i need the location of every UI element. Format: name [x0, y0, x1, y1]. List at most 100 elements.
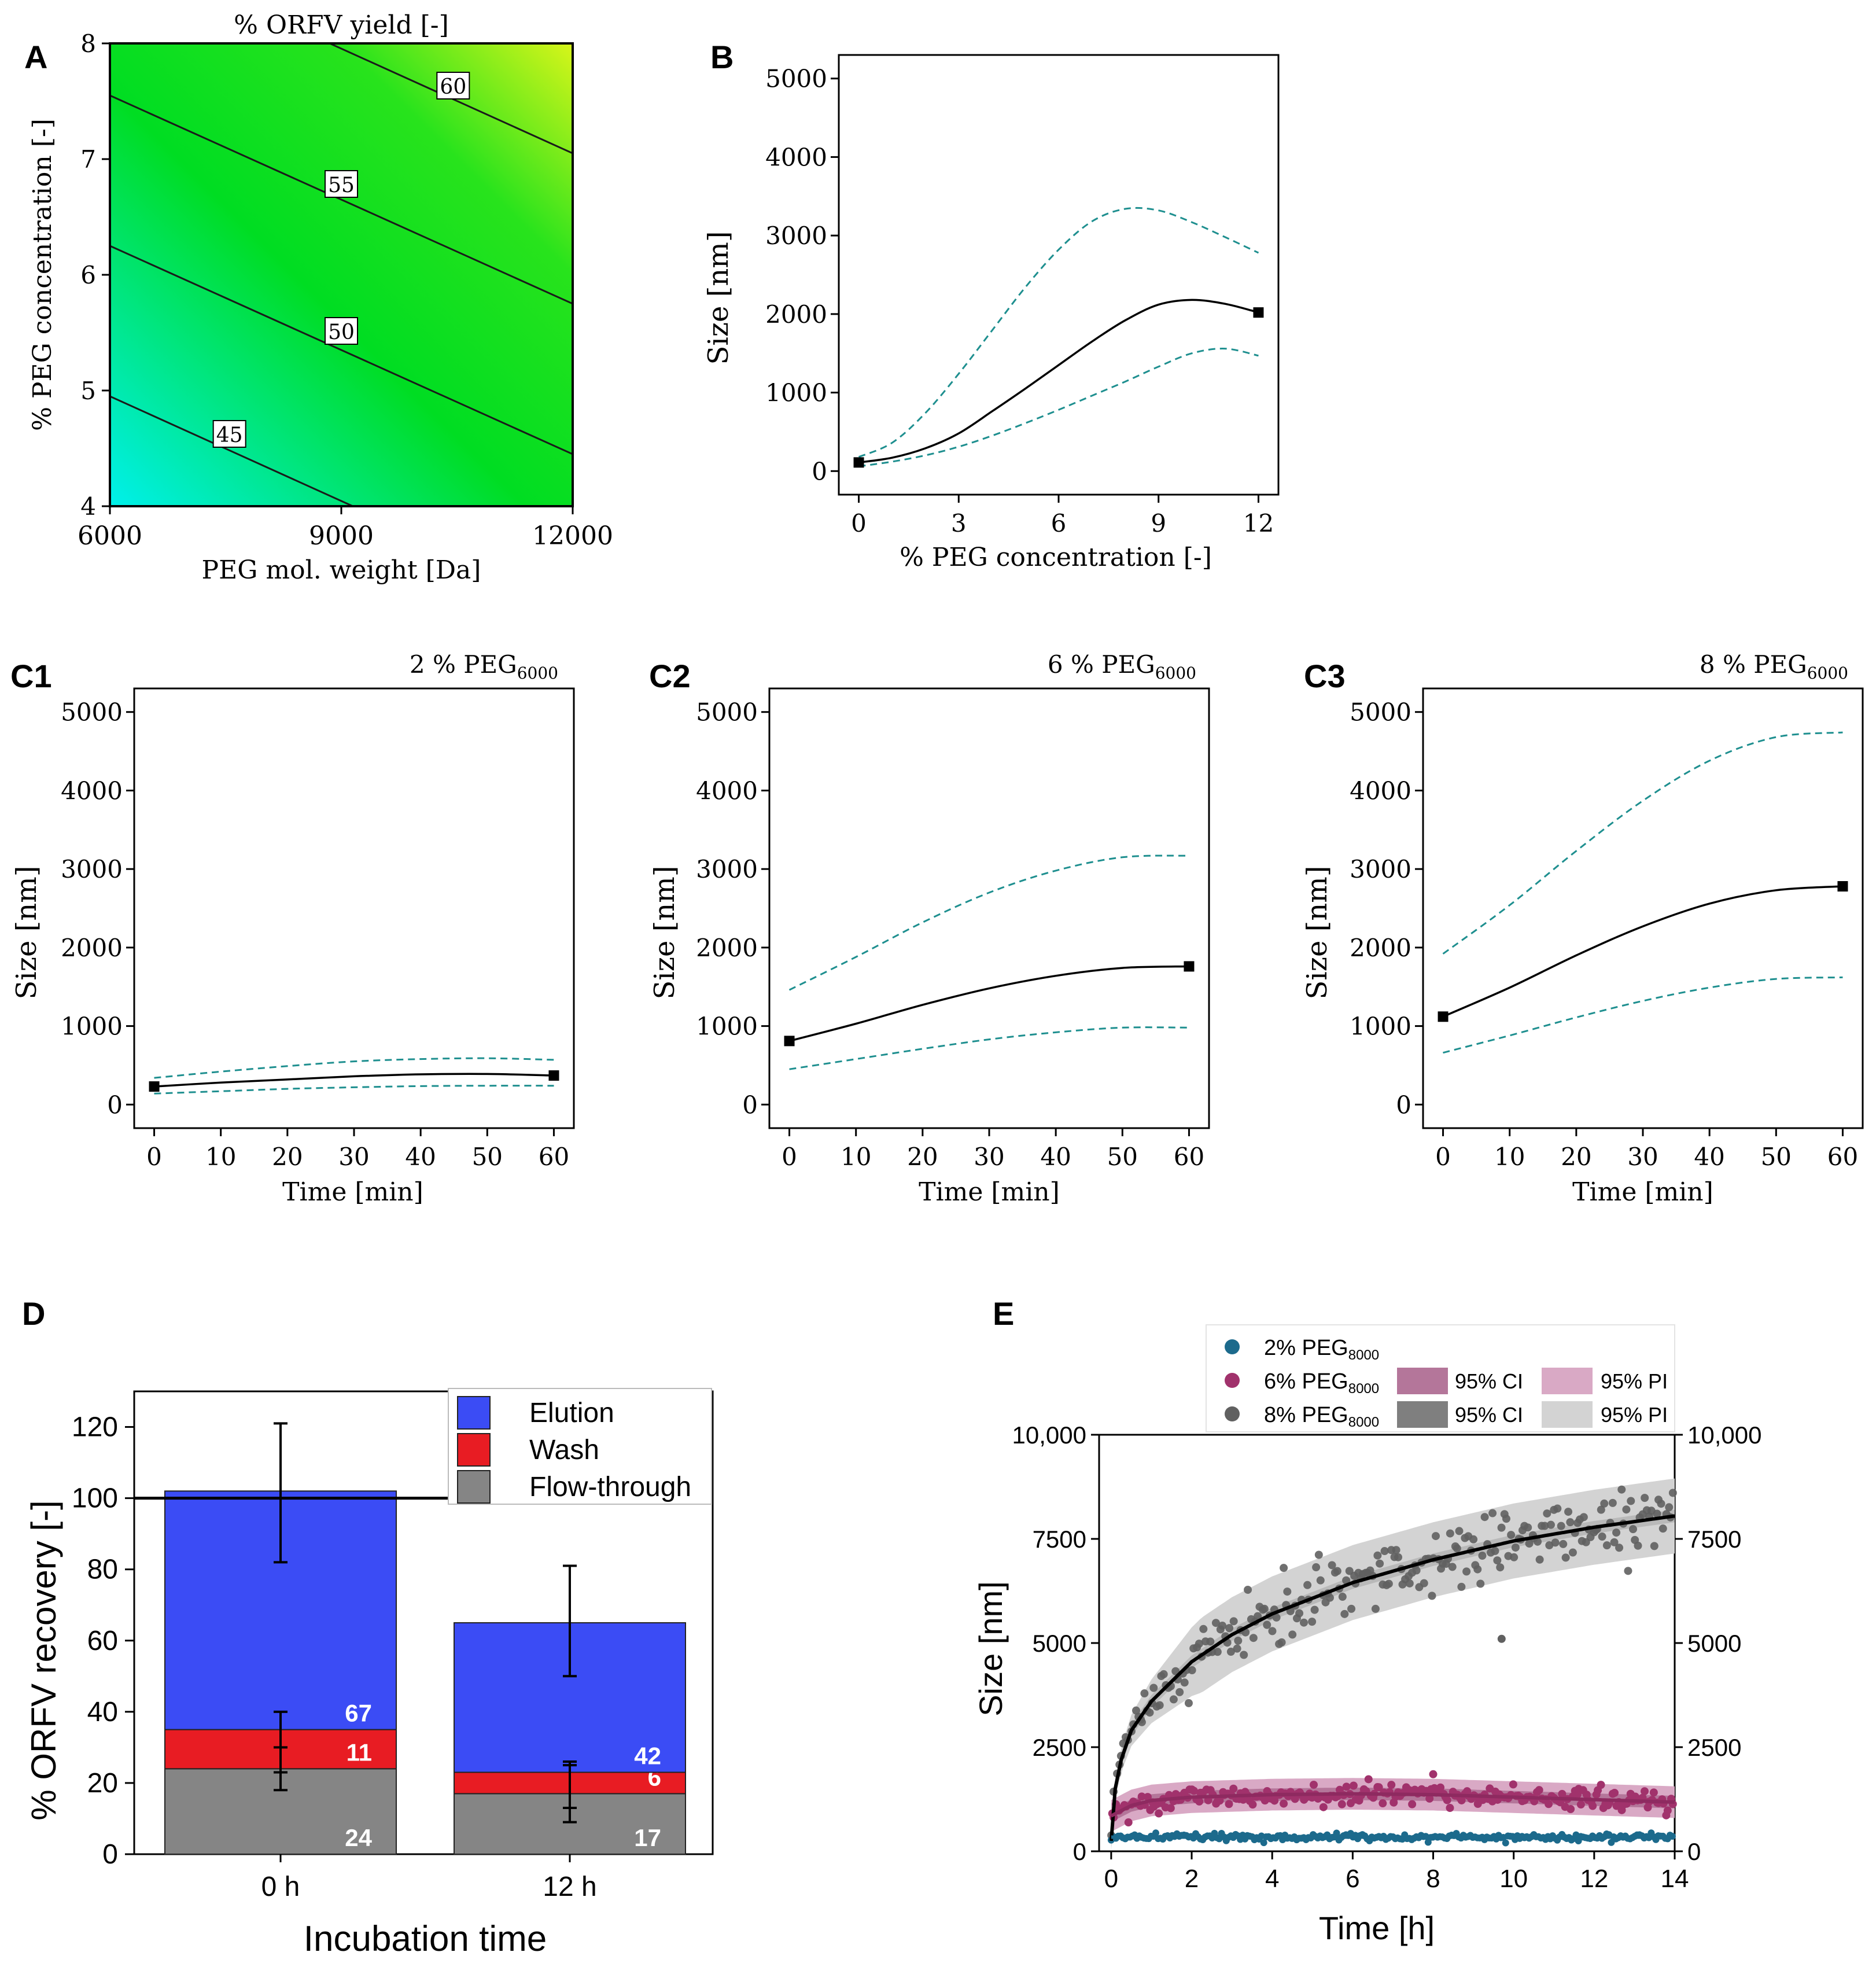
panel-e-6pct-point	[1137, 1792, 1146, 1801]
panel-e-6pct-point	[1349, 1781, 1358, 1790]
panel-label-d: D	[22, 1295, 45, 1332]
panel-b-plot-area: 0 1000 2000 3000 4000 5000 0 3 6 9 12	[765, 54, 1280, 537]
panel-c1-x-tick-label: 20	[272, 1143, 303, 1171]
panel-e-8pct-point	[1188, 1666, 1196, 1674]
panel-c2-x-tick-label: 40	[1040, 1143, 1071, 1171]
panel-e-8pct-point	[1480, 1513, 1489, 1522]
panel-e-8pct-point	[1394, 1553, 1403, 1561]
panel-c1-x-axis-label: Time [min]	[282, 1177, 423, 1207]
panel-d-legend-swatch-wash	[457, 1433, 491, 1467]
panel-label-c1: C1	[10, 658, 52, 694]
panel-e-x-tick-label: 2	[1185, 1865, 1199, 1893]
panel-e-8pct-point	[1295, 1609, 1304, 1618]
panel-d-y-tick-label: 0	[102, 1839, 118, 1870]
panel-c1-y-tick-label: 0	[107, 1091, 123, 1119]
panel-e-x-axis-label: Time [h]	[1319, 1910, 1435, 1946]
panel-a-contour-line-45	[109, 395, 353, 507]
panel-b-y-tick-label: 4000	[765, 143, 827, 171]
panel-e-6pct-point	[1588, 1802, 1597, 1810]
panel-e-8pct-point	[1525, 1539, 1534, 1548]
panel-e-2pct-point	[1333, 1829, 1340, 1837]
panel-e-legend-marker-2	[1225, 1406, 1240, 1421]
panel-e-8pct-point	[1333, 1567, 1341, 1575]
panel-c1-y-axis-label: Size [nm]	[10, 865, 43, 999]
panel-e-6pct-point	[1189, 1786, 1198, 1795]
panel-e-8pct-point	[1155, 1701, 1164, 1710]
panel-e-8pct-point	[1312, 1563, 1321, 1572]
panel-e-6pct-point	[1225, 1800, 1233, 1808]
panel-d-bar-value-label: 42	[634, 1742, 661, 1769]
panel-c3-plot-area: 0 1000 2000 3000 4000 5000 0 10 20 30 40 50 60	[1350, 687, 1864, 1171]
panel-c3-y-axis-label: Size [nm]	[1301, 865, 1333, 999]
panel-e-8pct-point	[1371, 1604, 1380, 1613]
panel-c1-data-marker-0	[149, 1081, 160, 1092]
panel-c2-x-tick-label: 60	[1174, 1143, 1204, 1171]
panel-c2-upper-bound-line	[788, 854, 1189, 991]
panel-c2-x-tick-label: 10	[841, 1143, 871, 1171]
panel-c1-y-tick-label: 5000	[61, 698, 123, 727]
panel-e-legend-ci-label-1: 95% CI	[1455, 1369, 1523, 1393]
panel-e-8pct-point	[1195, 1640, 1203, 1648]
panel-a-contour-label-box-45	[212, 420, 246, 448]
panel-e-8pct-point	[1263, 1620, 1271, 1629]
panel-e-outlier-point	[1497, 1634, 1506, 1643]
panel-e-8pct-point	[1478, 1552, 1487, 1560]
panel-a-y-tick-label: 8	[80, 30, 96, 58]
panel-c2-lower-bound-line	[789, 1026, 1189, 1070]
panel-e-8pct-point	[1325, 1593, 1334, 1602]
panel-e-8pct-point	[1641, 1494, 1649, 1502]
panel-d-y-tick-label: 60	[87, 1626, 118, 1656]
panel-e-6pct-point	[1310, 1780, 1318, 1789]
panel-a-y-tick-label: 4	[80, 492, 96, 521]
panel-b-x-tick-label: 12	[1243, 509, 1274, 537]
panel-e-6pct-point	[1215, 1796, 1224, 1805]
panel-e-8pct-point	[1310, 1605, 1319, 1614]
panel-c3-x-tick-label: 20	[1561, 1143, 1591, 1171]
panel-e-8pct-point	[1462, 1567, 1471, 1576]
panel-e-8pct-point	[1149, 1684, 1158, 1692]
panel-d-x-axis-label: Incubation time	[304, 1919, 547, 1959]
panel-b-y-tick-label: 0	[812, 457, 827, 485]
panel-a-y-axis-label: % PEG concentration [-]	[28, 119, 57, 431]
panel-e-8pct-point	[1668, 1489, 1677, 1497]
panel-label-c3: C3	[1304, 658, 1346, 694]
panel-c1-x-tick-label: 0	[146, 1143, 162, 1171]
panel-e-6pct-point	[1248, 1800, 1257, 1809]
panel-e-legend-marker-0	[1225, 1339, 1240, 1354]
panel-c3-lower-bound-line	[1443, 976, 1843, 1054]
panel-c2-data-marker-0	[784, 1036, 795, 1047]
panel-a-x-axis-label: PEG mol. weight [Da]	[202, 555, 481, 585]
panel-e-8pct-point	[1213, 1648, 1222, 1656]
panel-e-8pct-point	[1602, 1541, 1611, 1550]
panel-e-8pct-point	[1180, 1678, 1189, 1687]
panel-c3-y-tick-label: 0	[1396, 1091, 1411, 1119]
panel-e-8pct-point	[1524, 1523, 1532, 1532]
panel-b-x-axis-label: % PEG concentration [-]	[900, 543, 1212, 572]
panel-e-2pct-point	[1502, 1839, 1509, 1847]
panel-e-y-axis-label: Size [nm]	[972, 1581, 1009, 1716]
panel-e-y-tick-label: 10,000	[1012, 1421, 1086, 1449]
panel-a-y-tick-label: 5	[80, 377, 96, 405]
panel-d-y-axis-label: % ORFV recovery [-]	[24, 1500, 63, 1820]
panel-e-6pct-point	[1425, 1794, 1434, 1803]
panel-a-contour-label-box-50	[325, 317, 358, 345]
panel-e-6pct-point	[1663, 1806, 1672, 1815]
panel-e-6pct-point	[1408, 1800, 1417, 1808]
panel-a-contour-labels: 45 50 55 60	[212, 72, 470, 448]
panel-b-x-tick-label: 0	[851, 509, 867, 537]
panel-e-x-tick-label: 0	[1104, 1865, 1118, 1893]
panel-e-6pct-point	[1195, 1797, 1204, 1806]
panel-e-8pct-point	[1568, 1548, 1577, 1557]
panel-e-6pct-point	[1280, 1799, 1288, 1808]
panel-e-8pct-point	[1543, 1509, 1551, 1518]
panel-e-8pct-point	[1453, 1544, 1461, 1553]
panel-e-6pct-point	[1387, 1781, 1396, 1789]
panel-e-8pct-point	[1566, 1518, 1575, 1527]
panel-e-6pct-point	[1457, 1796, 1466, 1804]
panel-e-6pct-point	[1124, 1818, 1133, 1827]
panel-c2-title: 6 % PEG6000	[1048, 650, 1196, 683]
panel-e-6pct-point	[1535, 1786, 1543, 1795]
